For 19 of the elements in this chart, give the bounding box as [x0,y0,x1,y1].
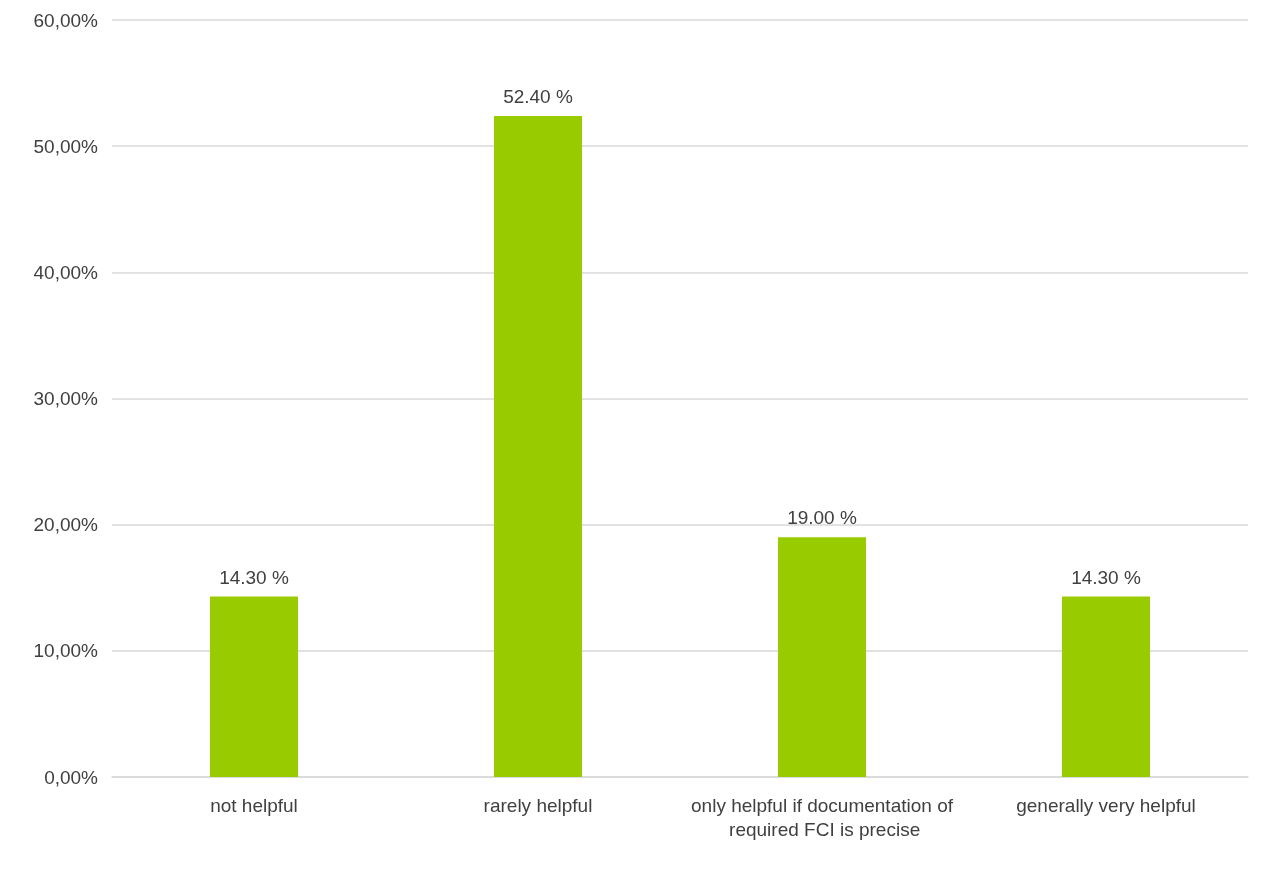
x-tick-label: generally very helpful [1016,794,1196,816]
data-label: 14.30 % [219,566,289,588]
y-tick-label: 20,00% [33,514,99,536]
bar [777,537,867,777]
y-tick-label: 0,00% [44,766,99,788]
x-tick-label: not helpful [210,794,298,816]
y-tick-label: 60,00% [33,9,99,31]
y-tick-label: 10,00% [33,640,99,662]
data-label: 14.30 % [1071,566,1141,588]
data-label: 19.00 % [787,507,857,529]
bar [209,596,299,777]
bar [493,115,583,777]
x-tick-label: rarely helpful [483,794,593,816]
x-tick-label: only helpful if documentation of required FCI is precise [691,794,954,840]
bar [1061,596,1151,777]
data-label: 52.40 % [503,85,573,107]
y-tick-label: 50,00% [33,135,99,157]
y-tick-label: 30,00% [33,388,99,409]
y-tick-label: 40,00% [33,261,99,283]
